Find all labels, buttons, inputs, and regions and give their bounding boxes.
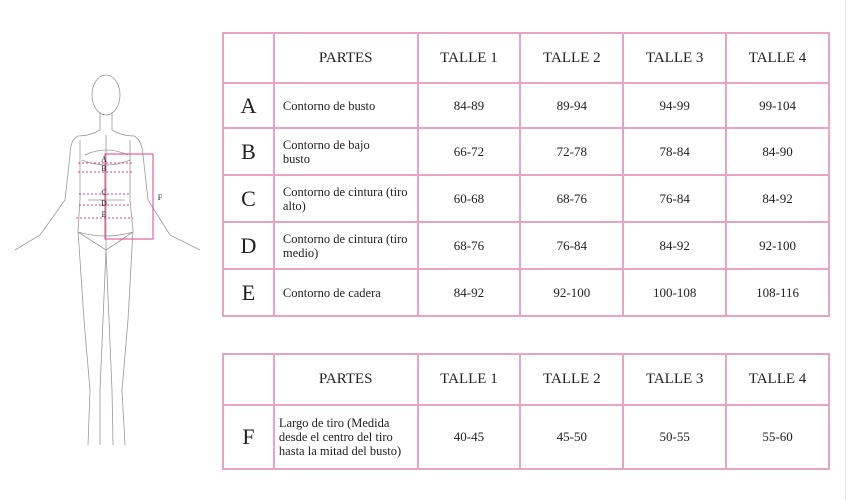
table-row: F Largo de tiro (Medida desde el centro … <box>222 404 830 470</box>
header-talle-3: TALLE 3 <box>622 353 728 406</box>
row-part: Contorno de cintura (tiro medio) <box>272 221 419 270</box>
figure-label-f: F <box>158 193 163 202</box>
row-part: Contorno de cintura (tiro alto) <box>272 174 419 223</box>
cell-value: 108-116 <box>725 268 830 317</box>
page-edge-divider <box>845 0 846 500</box>
size-table-rise: PARTES TALLE 1 TALLE 2 TALLE 3 TALLE 4 F… <box>222 353 830 470</box>
cell-value: 50-55 <box>622 404 728 470</box>
cell-value: 45-50 <box>519 404 625 470</box>
cell-value: 100-108 <box>622 268 728 317</box>
row-letter: F <box>222 404 275 470</box>
header-partes: PARTES <box>272 32 419 84</box>
table-row: C Contorno de cintura (tiro alto) 60-68 … <box>222 174 830 223</box>
cell-value: 68-76 <box>416 221 522 270</box>
cell-value: 78-84 <box>622 127 728 176</box>
header-talle-1: TALLE 1 <box>416 353 522 406</box>
figure-label-d: D <box>101 199 107 208</box>
header-talle-2: TALLE 2 <box>519 32 625 84</box>
cell-value: 92-100 <box>725 221 830 270</box>
header-empty <box>222 353 275 406</box>
size-table-contours: PARTES TALLE 1 TALLE 2 TALLE 3 TALLE 4 A… <box>222 32 830 317</box>
table-row: E Contorno de cadera 84-92 92-100 100-10… <box>222 268 830 317</box>
header-talle-1: TALLE 1 <box>416 32 522 84</box>
cell-value: 89-94 <box>519 82 625 129</box>
cell-value: 84-90 <box>725 127 830 176</box>
table-row: B Contorno de bajo busto 66-72 72-78 78-… <box>222 127 830 176</box>
header-talle-3: TALLE 3 <box>622 32 728 84</box>
cell-value: 66-72 <box>416 127 522 176</box>
table-row: A Contorno de busto 84-89 89-94 94-99 99… <box>222 82 830 129</box>
row-letter: B <box>222 127 275 176</box>
row-letter: C <box>222 174 275 223</box>
figure-label-a: A <box>101 155 107 164</box>
cell-value: 94-99 <box>622 82 728 129</box>
figure-label-b: B <box>101 164 106 173</box>
figure-label-c: C <box>101 188 106 197</box>
header-talle-4: TALLE 4 <box>725 32 830 84</box>
cell-value: 99-104 <box>725 82 830 129</box>
cell-value: 76-84 <box>519 221 625 270</box>
cell-value: 72-78 <box>519 127 625 176</box>
cell-value: 60-68 <box>416 174 522 223</box>
body-figure-illustration: A B C D E F <box>14 74 201 446</box>
row-part: Contorno de cadera <box>272 268 419 317</box>
cell-value: 84-92 <box>725 174 830 223</box>
header-talle-2: TALLE 2 <box>519 353 625 406</box>
header-empty <box>222 32 275 84</box>
cell-value: 76-84 <box>622 174 728 223</box>
header-talle-4: TALLE 4 <box>725 353 830 406</box>
header-partes: PARTES <box>272 353 419 406</box>
cell-value: 92-100 <box>519 268 625 317</box>
cell-value: 68-76 <box>519 174 625 223</box>
cell-value: 84-89 <box>416 82 522 129</box>
cell-value: 84-92 <box>622 221 728 270</box>
table-header-row: PARTES TALLE 1 TALLE 2 TALLE 3 TALLE 4 <box>222 32 830 84</box>
row-part: Contorno de bajo busto <box>272 127 419 176</box>
figure-label-e: E <box>102 210 107 219</box>
cell-value: 40-45 <box>416 404 522 470</box>
row-part: Largo de tiro (Medida desde el centro de… <box>272 404 419 470</box>
row-letter: E <box>222 268 275 317</box>
row-part: Contorno de busto <box>272 82 419 129</box>
row-letter: A <box>222 82 275 129</box>
cell-value: 84-92 <box>416 268 522 317</box>
table-header-row: PARTES TALLE 1 TALLE 2 TALLE 3 TALLE 4 <box>222 353 830 406</box>
table-row: D Contorno de cintura (tiro medio) 68-76… <box>222 221 830 270</box>
row-letter: D <box>222 221 275 270</box>
cell-value: 55-60 <box>725 404 830 470</box>
